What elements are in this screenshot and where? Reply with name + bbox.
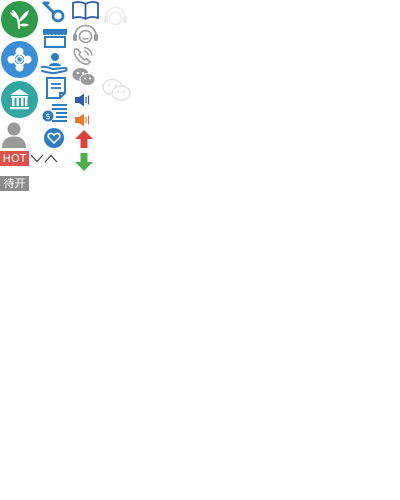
- document-icon: [46, 77, 66, 99]
- chevron-up-icon[interactable]: [44, 154, 58, 163]
- headset-icon: [104, 6, 127, 26]
- headset-icon: [73, 24, 98, 44]
- svg-text:$: $: [45, 112, 50, 121]
- speaker-icon: [75, 113, 90, 127]
- wechat-icon: [102, 78, 131, 101]
- heart-icon: [44, 128, 64, 148]
- hand-person-icon: [41, 53, 68, 75]
- leaf-logo-icon[interactable]: [1, 1, 38, 38]
- bank-logo-icon[interactable]: [1, 81, 38, 118]
- user-icon: [2, 122, 26, 148]
- network-logo-icon[interactable]: [1, 41, 38, 78]
- arrow-up-icon: [75, 130, 93, 148]
- speaker-icon: [75, 93, 90, 107]
- wechat-icon: [72, 68, 96, 86]
- arrow-down-icon: [75, 153, 93, 171]
- hot-badge: HOT: [0, 151, 29, 166]
- book-icon: [72, 1, 99, 21]
- key-icon: [42, 1, 65, 23]
- storefront-icon: [43, 29, 67, 48]
- coins-list-icon: $: [42, 104, 67, 122]
- pending-badge: 待开: [0, 176, 29, 191]
- chevron-down-icon[interactable]: [30, 154, 44, 163]
- phone-icon: [73, 46, 93, 65]
